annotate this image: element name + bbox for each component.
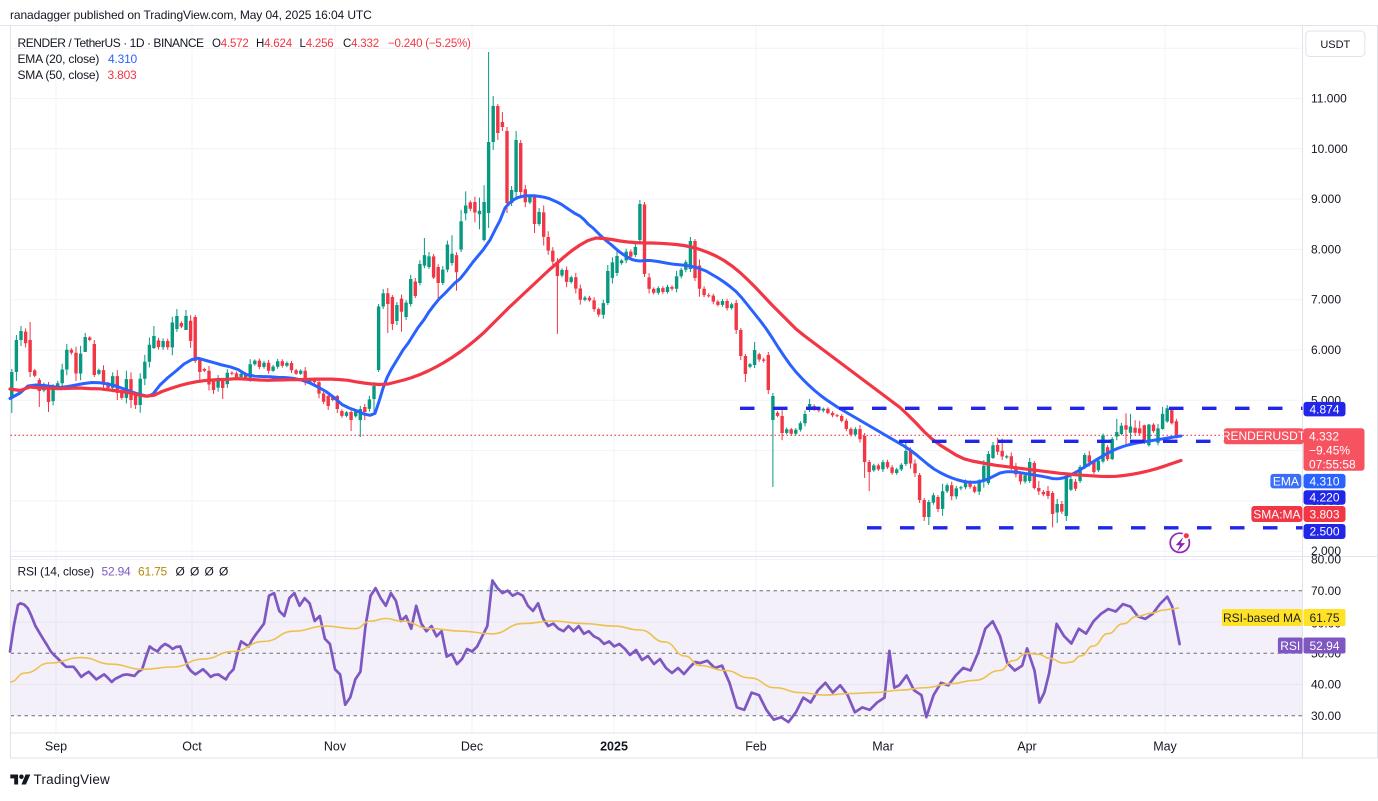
svg-text:O4.572: O4.572 xyxy=(212,38,249,50)
svg-text:SMA:MA: SMA:MA xyxy=(1253,507,1300,521)
svg-text:3.803: 3.803 xyxy=(1309,507,1339,521)
svg-text:L4.256: L4.256 xyxy=(300,38,334,50)
svg-text:70.00: 70.00 xyxy=(1311,584,1341,598)
svg-text:C4.332: C4.332 xyxy=(343,38,379,50)
svg-text:2.500: 2.500 xyxy=(1309,525,1339,539)
svg-text:ranadagger published on Tradin: ranadagger published on TradingView.com,… xyxy=(10,8,372,22)
svg-text:4.874: 4.874 xyxy=(1309,402,1339,416)
svg-text:May: May xyxy=(1153,740,1177,754)
svg-text:TradingView: TradingView xyxy=(34,772,111,787)
svg-text:3.803: 3.803 xyxy=(108,68,138,82)
svg-text:RSI: RSI xyxy=(1280,639,1300,653)
svg-text:6.000: 6.000 xyxy=(1311,343,1341,357)
svg-text:52.94: 52.94 xyxy=(1309,639,1339,653)
svg-text:EMA (20, close): EMA (20, close) xyxy=(18,52,100,66)
svg-text:07:55:58: 07:55:58 xyxy=(1309,457,1356,471)
svg-text:8.000: 8.000 xyxy=(1311,242,1341,256)
svg-text:61.75: 61.75 xyxy=(1309,611,1339,625)
svg-text:61.75: 61.75 xyxy=(138,564,168,578)
svg-text:H4.624: H4.624 xyxy=(256,38,293,50)
svg-text:Ø: Ø xyxy=(190,564,199,578)
svg-text:7.000: 7.000 xyxy=(1311,293,1341,307)
svg-text:Ø: Ø xyxy=(205,564,214,578)
svg-text:40.00: 40.00 xyxy=(1311,678,1341,692)
svg-text:−9.45%: −9.45% xyxy=(1309,444,1350,458)
svg-text:4.310: 4.310 xyxy=(1309,474,1339,488)
svg-text:RENDERUSDT: RENDERUSDT xyxy=(1222,429,1306,443)
svg-text:4.220: 4.220 xyxy=(1309,491,1339,505)
svg-text:SMA (50, close): SMA (50, close) xyxy=(18,68,100,82)
svg-text:10.000: 10.000 xyxy=(1311,142,1348,156)
svg-text:11.000: 11.000 xyxy=(1311,92,1347,106)
svg-text:Ø: Ø xyxy=(219,564,228,578)
svg-text:Nov: Nov xyxy=(324,740,347,754)
svg-text:30.00: 30.00 xyxy=(1311,709,1341,723)
svg-text:4.332: 4.332 xyxy=(1309,430,1339,444)
svg-text:Oct: Oct xyxy=(182,740,202,754)
svg-text:52.94: 52.94 xyxy=(102,564,132,578)
svg-text:Sep: Sep xyxy=(45,740,67,754)
svg-text:2025: 2025 xyxy=(600,740,628,754)
svg-text:RSI-based MA: RSI-based MA xyxy=(1223,611,1301,625)
svg-text:2.000: 2.000 xyxy=(1311,544,1341,558)
svg-text:Feb: Feb xyxy=(745,740,767,754)
svg-text:RENDER / TetherUS · 1D · BINAN: RENDER / TetherUS · 1D · BINANCE xyxy=(18,36,205,50)
svg-text:9.000: 9.000 xyxy=(1311,192,1341,206)
svg-text:−0.240 (−5.25%): −0.240 (−5.25%) xyxy=(388,38,471,50)
svg-text:Ø: Ø xyxy=(176,564,185,578)
svg-text:80.00: 80.00 xyxy=(1311,553,1341,567)
svg-text:4.310: 4.310 xyxy=(108,52,138,66)
svg-text:USDT: USDT xyxy=(1320,39,1350,51)
svg-text:Dec: Dec xyxy=(461,740,483,754)
svg-text:Apr: Apr xyxy=(1017,740,1036,754)
svg-text:RSI (14, close): RSI (14, close) xyxy=(18,564,95,578)
svg-text:EMA: EMA xyxy=(1273,474,1299,488)
svg-text:Mar: Mar xyxy=(872,740,894,754)
